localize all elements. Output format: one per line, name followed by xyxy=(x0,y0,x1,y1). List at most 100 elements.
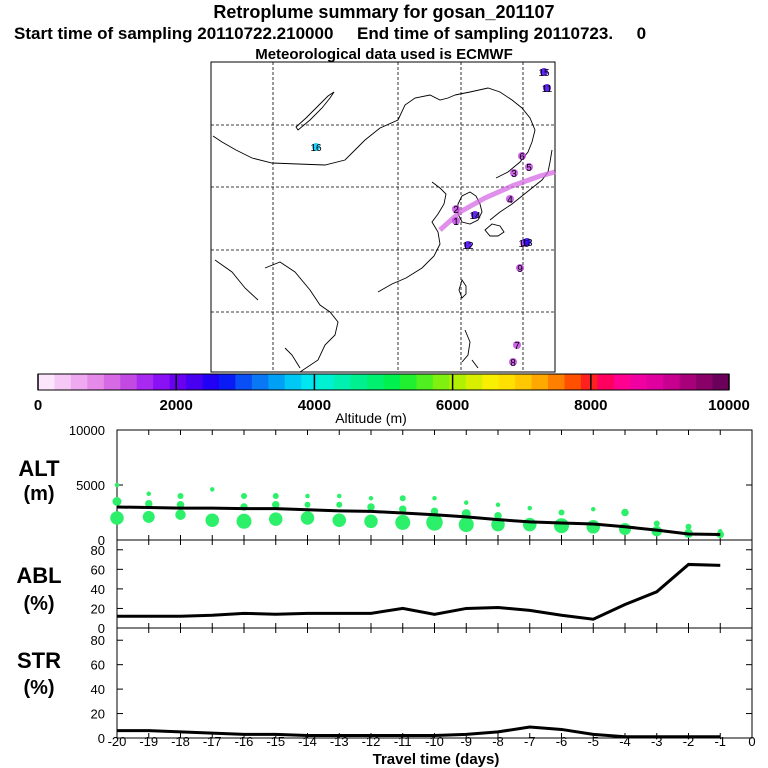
map-panel: 12345678910111213141516 xyxy=(210,61,556,373)
series-line-alt xyxy=(116,505,721,536)
panel-abl: 80 60 40 20 0 xyxy=(91,539,753,636)
x-tick-label: -11 xyxy=(394,734,412,749)
colorbar-swatch xyxy=(120,374,138,390)
colorbar-swatch xyxy=(383,374,401,390)
x-tick-label: -10 xyxy=(425,734,444,749)
x-tick-label: -9 xyxy=(460,734,472,749)
x-tick-label: -1 xyxy=(714,734,726,749)
colorbar-swatch xyxy=(301,374,319,390)
str-unit: (%) xyxy=(23,677,54,699)
colorbar-swatch xyxy=(646,374,664,390)
x-tick-label: -3 xyxy=(651,734,663,749)
particle-dot-6 xyxy=(518,152,526,160)
cluster-point xyxy=(432,495,437,501)
meteo-data-line: Meteorological data used is ECMWF xyxy=(255,46,513,63)
x-tick-label: -17 xyxy=(203,734,222,749)
particle-label-15: 15 xyxy=(538,68,550,79)
colorbar-swatch xyxy=(548,374,565,390)
colorbar-swatch xyxy=(334,374,352,390)
colorbar-swatch xyxy=(564,374,582,390)
cluster-point xyxy=(210,487,215,492)
particle-label-8: 8 xyxy=(510,358,516,369)
cluster-point xyxy=(304,501,311,508)
x-tick-label: -15 xyxy=(266,734,285,749)
panel-str: 80 60 40 20 0 xyxy=(91,627,753,746)
colorbar-swatch xyxy=(284,374,302,390)
colorbar-swatch xyxy=(449,374,467,390)
colorbar-swatch xyxy=(87,374,105,390)
colorbar-swatch xyxy=(38,374,55,390)
abl-label: ABL xyxy=(16,563,61,588)
particle-label-14: 14 xyxy=(469,211,481,222)
colorbar-swatch xyxy=(136,374,154,390)
cluster-point xyxy=(399,505,407,513)
particle-dot-2 xyxy=(452,205,460,213)
cluster-point xyxy=(177,493,184,499)
cluster-point xyxy=(236,513,252,529)
x-tick-label: -8 xyxy=(492,734,504,749)
cluster-point xyxy=(653,520,660,527)
colorbar-label: Altitude (m) xyxy=(335,410,407,426)
x-tick-label: -16 xyxy=(235,734,254,749)
x-axis-label: Travel time (days) xyxy=(373,751,500,768)
colorbar-swatch xyxy=(482,374,500,390)
cluster-point xyxy=(110,511,124,525)
y-tick-label-alt: 10000 xyxy=(69,423,105,438)
panel-alt: 10000 5000 0 xyxy=(69,423,753,548)
cluster-point xyxy=(494,512,502,520)
particle-dot-13 xyxy=(523,238,531,246)
colorbar: 0 2000 4000 6000 8000 10000 xyxy=(34,373,750,414)
particle-label-3: 3 xyxy=(511,169,517,180)
cluster-point xyxy=(554,518,569,534)
colorbar-swatch xyxy=(202,374,220,390)
y-tick-label-str: 80 xyxy=(91,633,105,648)
cluster-point xyxy=(336,501,343,508)
cluster-point xyxy=(305,493,310,499)
y-tick-label-abl: 0 xyxy=(98,621,105,636)
cluster-point xyxy=(426,514,443,531)
chart-title: Retroplume summary for gosan_201107 xyxy=(213,2,555,22)
particle-label-16: 16 xyxy=(310,143,322,154)
panel-frame-str xyxy=(116,627,753,739)
x-tick-label: -6 xyxy=(556,734,568,749)
colorbar-swatch xyxy=(153,374,171,390)
colorbar-swatch xyxy=(663,374,681,390)
colorbar-swatch xyxy=(432,374,450,390)
colorbar-swatch xyxy=(103,374,121,390)
cluster-point xyxy=(332,513,346,527)
x-tick-label: -7 xyxy=(524,734,536,749)
particle-label-12: 12 xyxy=(462,241,474,252)
cluster-point xyxy=(146,491,151,497)
colorbar-swatch xyxy=(712,374,730,390)
colorbar-swatch xyxy=(268,374,286,390)
colorbar-swatch xyxy=(630,374,648,390)
map-coastlines xyxy=(212,87,553,373)
series-line-abl xyxy=(117,562,721,621)
cluster-point xyxy=(399,495,406,502)
colorbar-swatch xyxy=(251,374,269,390)
particle-label-13: 13 xyxy=(521,238,533,249)
map-frame xyxy=(210,61,556,373)
y-tick-label-abl: 80 xyxy=(91,543,105,558)
particle-label-9: 9 xyxy=(517,264,523,275)
colorbar-swatch xyxy=(70,374,88,390)
x-tick-label: -4 xyxy=(619,734,631,749)
particle-dot-9 xyxy=(516,264,524,272)
colorbar-tick-label: 10000 xyxy=(708,397,750,414)
particle-dot-8 xyxy=(509,358,517,366)
colorbar-swatch xyxy=(465,374,483,390)
particle-dot-16 xyxy=(312,143,320,151)
cluster-point xyxy=(272,493,279,499)
particle-markers: 12345678910111213141516 xyxy=(310,68,553,369)
x-tick-label: -12 xyxy=(362,734,381,749)
particle-dot-15 xyxy=(540,68,548,76)
particle-dot-14 xyxy=(471,211,479,219)
colorbar-swatch xyxy=(54,374,72,390)
particle-label-2: 2 xyxy=(453,205,459,216)
series-line-str xyxy=(117,725,721,739)
alt-label: ALT xyxy=(18,456,60,481)
cluster-point xyxy=(619,523,631,535)
cluster-point xyxy=(586,520,600,534)
